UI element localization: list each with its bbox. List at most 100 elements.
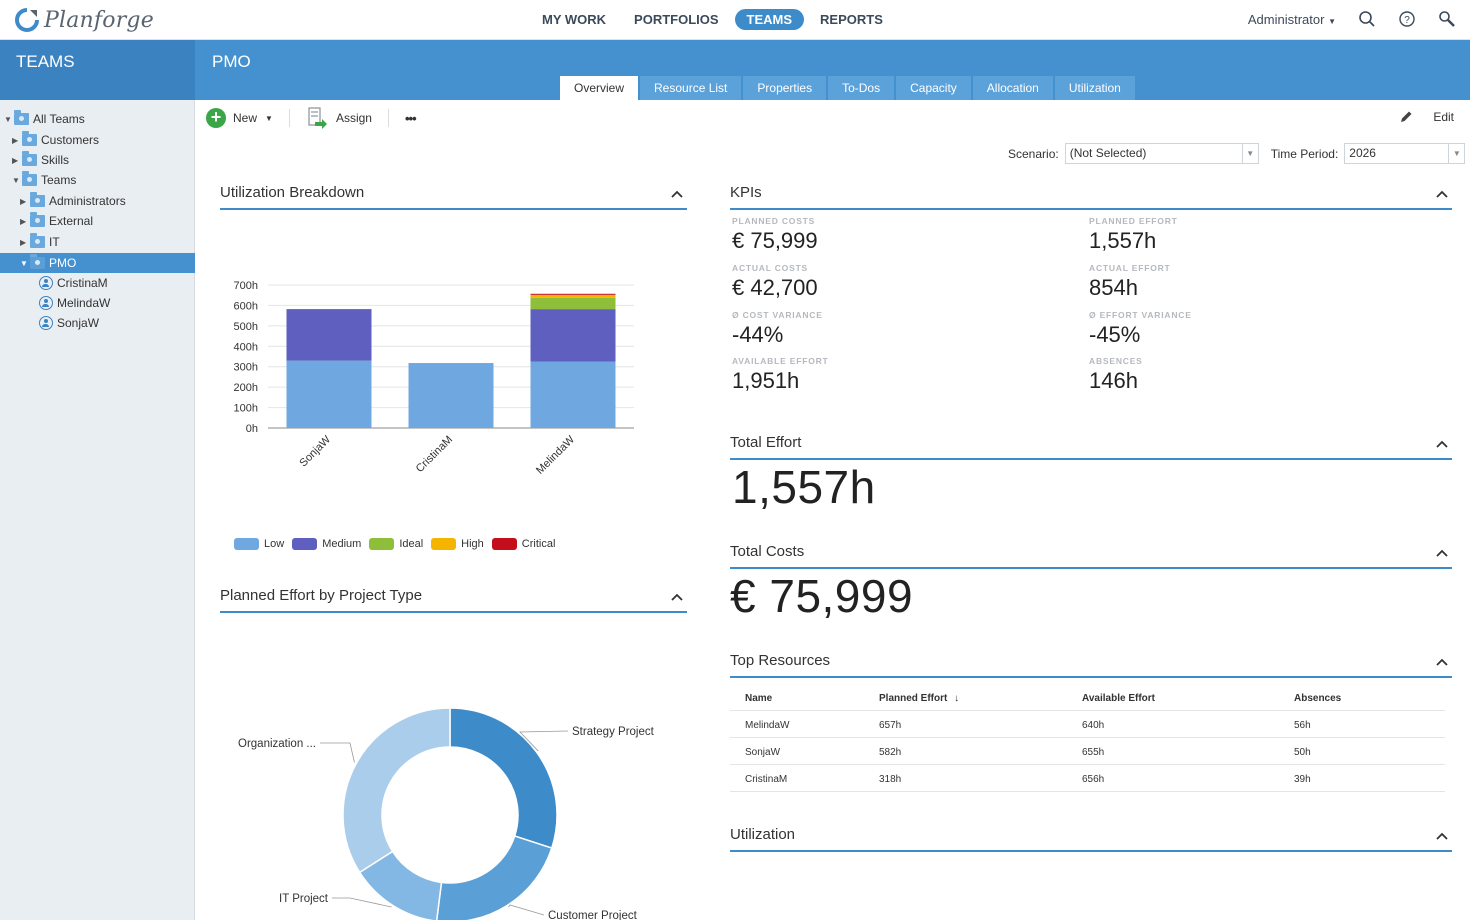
new-button[interactable]: + New ▼ (206, 108, 273, 128)
y-tick-label: 400h (234, 341, 258, 353)
collapse-chevron-icon[interactable] (671, 188, 683, 200)
caret-down-icon: ▼ (1328, 16, 1336, 26)
legend-item-critical[interactable]: Critical (491, 538, 555, 550)
expanded-arrow-icon[interactable]: ▼ (20, 258, 28, 268)
table-row[interactable]: CristinaM 318h 656h 39h (730, 765, 1445, 792)
collapse-chevron-icon[interactable] (1436, 830, 1448, 842)
donut-slice[interactable] (342, 707, 451, 874)
tree-item-cristinam[interactable]: CristinaM (39, 273, 108, 293)
more-options-button[interactable]: ••• (404, 110, 417, 126)
scenario-select[interactable]: (Not Selected) ▼ (1064, 143, 1259, 164)
panel-title: Total Costs (730, 543, 805, 560)
panel-title: Top Resources (730, 652, 831, 669)
bar-segment-ideal[interactable] (530, 297, 616, 310)
bar-segment-critical[interactable] (530, 293, 616, 295)
tab-capacity[interactable]: Capacity (896, 76, 971, 100)
collapsed-arrow-icon[interactable]: ▶ (20, 237, 27, 247)
zoom-icon[interactable] (1438, 10, 1456, 28)
collapse-chevron-icon[interactable] (1436, 438, 1448, 450)
assign-button[interactable]: Assign (306, 107, 372, 129)
tree-item-pmo[interactable]: ▼ PMO (20, 253, 76, 273)
collapse-chevron-icon[interactable] (1436, 547, 1448, 559)
tab-to-dos[interactable]: To-Dos (828, 76, 895, 100)
tab-utilization[interactable]: Utilization (1054, 76, 1135, 100)
tree-item-it[interactable]: ▶ IT (20, 232, 60, 252)
nav-reports[interactable]: REPORTS (820, 12, 883, 27)
total-costs-value: € 75,999 (730, 570, 914, 622)
tree-item-melindaw[interactable]: MelindaW (39, 293, 110, 313)
kpi-planned-costs-label: PLANNED COSTS (732, 216, 816, 226)
collapse-chevron-icon[interactable] (1436, 656, 1448, 668)
tree-item-label: External (49, 214, 94, 228)
kpi-effort-variance-value: -45% (1089, 322, 1141, 347)
time-period-select[interactable]: 2026 ▼ (1344, 143, 1466, 164)
search-icon[interactable] (1358, 10, 1376, 28)
legend-item-medium[interactable]: Medium (292, 538, 361, 550)
collapse-chevron-icon[interactable] (1436, 188, 1448, 200)
bar-segment-low[interactable] (408, 363, 494, 428)
legend-item-ideal[interactable]: Ideal (369, 538, 423, 550)
folder-icon (14, 110, 29, 125)
column-header-absences[interactable]: Absences (1294, 693, 1342, 704)
utilization-header: Utilization (730, 822, 1452, 852)
cell-planned-effort: 318h (879, 774, 902, 785)
collapsed-arrow-icon[interactable]: ▶ (20, 196, 27, 206)
nav-my-work[interactable]: MY WORK (542, 12, 607, 27)
plus-icon: + (206, 108, 226, 128)
app-logo[interactable]: Planforge (14, 6, 154, 34)
collapsed-arrow-icon[interactable]: ▶ (12, 135, 19, 145)
bar-segment-medium[interactable] (530, 309, 616, 362)
tree-item-label: CristinaM (57, 276, 108, 290)
slice-label: Organization ... (238, 738, 316, 750)
y-tick-label: 100h (234, 403, 258, 415)
legend-swatch (234, 538, 259, 550)
page-title: PMO (212, 52, 251, 71)
tree-item-skills[interactable]: ▶ Skills (12, 150, 69, 170)
help-icon[interactable]: ? (1398, 10, 1416, 28)
tree-item-sonjaw[interactable]: SonjaW (39, 313, 99, 333)
bar-segment-high[interactable] (530, 294, 616, 298)
kpi-effort-variance-label: Ø EFFORT VARIANCE (1089, 310, 1192, 320)
tree-item-administrators[interactable]: ▶ Administrators (20, 191, 126, 211)
x-tick-label: MelindaW (534, 433, 578, 477)
bar-segment-low[interactable] (286, 360, 372, 428)
nav-portfolios[interactable]: PORTFOLIOS (634, 12, 719, 27)
tab-resource-list[interactable]: Resource List (640, 76, 742, 100)
donut-slice[interactable] (435, 835, 553, 920)
column-header-label: Planned Effort (879, 693, 948, 704)
tab-properties[interactable]: Properties (743, 76, 827, 100)
tree-item-label: All Teams (33, 112, 85, 126)
user-menu[interactable]: Administrator ▼ (1248, 12, 1336, 27)
legend-swatch (369, 538, 395, 550)
bar-segment-low[interactable] (530, 361, 616, 428)
y-tick-label: 200h (234, 382, 258, 394)
top-bar: Planforge MY WORK PORTFOLIOS TEAMS REPOR… (0, 0, 1470, 40)
nav-teams[interactable]: TEAMS (734, 9, 805, 30)
collapsed-arrow-icon[interactable]: ▶ (20, 216, 27, 226)
kpi-actual-effort-value: 854h (1089, 275, 1138, 300)
expanded-arrow-icon[interactable]: ▼ (4, 114, 12, 124)
table-row[interactable]: SonjaW 582h 655h 50h (730, 738, 1445, 765)
table-row[interactable]: MelindaW 657h 640h 56h (730, 711, 1445, 738)
collapse-chevron-icon[interactable] (671, 591, 683, 603)
column-header-name[interactable]: Name (745, 693, 773, 704)
time-period-value: 2026 (1349, 146, 1376, 160)
tab-allocation[interactable]: Allocation (972, 76, 1053, 100)
legend-item-high[interactable]: High (431, 538, 484, 550)
legend-item-low[interactable]: Low (234, 538, 284, 550)
tree-item-all-teams[interactable]: ▼ All Teams (4, 109, 85, 129)
column-header-available-effort[interactable]: Available Effort (1082, 693, 1155, 704)
column-header-planned-effort[interactable]: Planned Effort ↓ (879, 693, 959, 704)
tree-item-customers[interactable]: ▶ Customers (12, 130, 99, 150)
tree-item-teams[interactable]: ▼ Teams (12, 170, 76, 190)
kpi-absences-value: 146h (1089, 368, 1138, 393)
tab-overview[interactable]: Overview (560, 76, 639, 100)
tree-item-external[interactable]: ▶ External (20, 211, 93, 231)
donut-slice[interactable] (449, 707, 558, 850)
edit-button[interactable]: Edit (1399, 110, 1454, 124)
caret-down-icon: ▼ (265, 113, 273, 123)
collapsed-arrow-icon[interactable]: ▶ (12, 155, 19, 165)
edit-label: Edit (1433, 110, 1454, 124)
expanded-arrow-icon[interactable]: ▼ (12, 175, 20, 185)
bar-segment-medium[interactable] (286, 309, 372, 361)
